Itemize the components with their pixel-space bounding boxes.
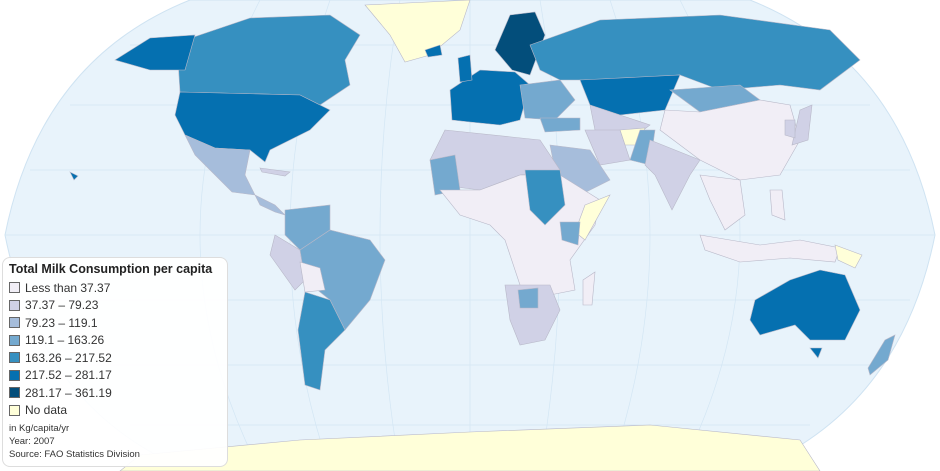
- country-peru: [269, 234, 306, 291]
- year-note: Year: 2007: [9, 436, 55, 447]
- legend-item: 119.1 – 163.26: [9, 332, 221, 350]
- legend-swatch: [9, 334, 20, 346]
- countries[interactable]: [69, 0, 896, 471]
- country-botswana: [517, 287, 539, 309]
- legend-label: 281.17 – 361.19: [25, 385, 112, 400]
- country-iran: [584, 129, 631, 166]
- legend-label: 119.1 – 163.26: [25, 333, 105, 348]
- legend-label: 37.37 – 79.23: [25, 298, 99, 313]
- country-uk: [457, 54, 473, 83]
- country-russia: [529, 14, 861, 91]
- country-central-america: [254, 194, 286, 216]
- country-bolivia: [299, 261, 326, 293]
- country-sudan: [524, 169, 566, 226]
- legend-label: 217.52 – 281.17: [25, 368, 112, 383]
- legend-swatch: [9, 299, 20, 311]
- country-eastern-europe: [519, 79, 576, 121]
- legend-swatch: [9, 369, 20, 381]
- country-southern-africa: [504, 284, 561, 346]
- legend-item: 281.17 – 361.19: [9, 384, 221, 402]
- country-kenya: [559, 221, 581, 246]
- country-argentina: [297, 291, 346, 391]
- country-iceland: [424, 44, 443, 58]
- legend-swatch: [9, 352, 20, 364]
- country-cuba: [259, 167, 291, 177]
- legend-swatch: [9, 317, 20, 329]
- country-scandinavia: [494, 11, 546, 76]
- legend-label: No data: [25, 403, 68, 418]
- country-kazakhstan: [579, 74, 681, 116]
- country-mauritania: [429, 154, 461, 196]
- country-madagascar: [582, 271, 596, 306]
- legend-label: Less than 37.37: [25, 280, 111, 295]
- country-papua: [834, 244, 863, 269]
- country-alaska: [114, 34, 196, 71]
- country-hawaii: [69, 171, 79, 181]
- country-turkey: [539, 117, 581, 133]
- legend-swatch: [9, 387, 20, 399]
- unit-note: in Kg/capita/yr: [9, 423, 70, 434]
- legend-label: 163.26 – 217.52: [25, 350, 112, 365]
- legend-item: 37.37 – 79.23: [9, 297, 221, 315]
- legend-swatch: [9, 404, 20, 416]
- country-southeast-asia: [699, 174, 746, 231]
- legend-item: 217.52 – 281.17: [9, 367, 221, 385]
- legend-title: Total Milk Consumption per capita: [9, 262, 213, 276]
- country-antarctica: [119, 424, 821, 471]
- country-china: [659, 99, 801, 181]
- legend: Total Milk Consumption per capita Less t…: [2, 257, 228, 467]
- country-indonesia: [699, 234, 841, 263]
- legend-item: No data: [9, 402, 221, 420]
- legend-swatch: [9, 282, 20, 294]
- legend-item: 163.26 – 217.52: [9, 349, 221, 367]
- country-usa: [174, 91, 331, 163]
- country-korea: [784, 119, 796, 139]
- country-western-europe: [449, 69, 531, 126]
- legend-item: Less than 37.37: [9, 279, 221, 297]
- country-india: [644, 139, 701, 211]
- legend-label: 79.23 – 119.1: [25, 315, 98, 330]
- country-canada: [177, 14, 361, 106]
- country-new-zealand: [867, 334, 896, 376]
- country-tasmania: [809, 347, 823, 359]
- source-note: Source: FAO Statistics Division: [9, 449, 140, 460]
- legend-item: 79.23 – 119.1: [9, 314, 221, 332]
- country-australia: [749, 269, 861, 341]
- country-philippines: [769, 189, 786, 221]
